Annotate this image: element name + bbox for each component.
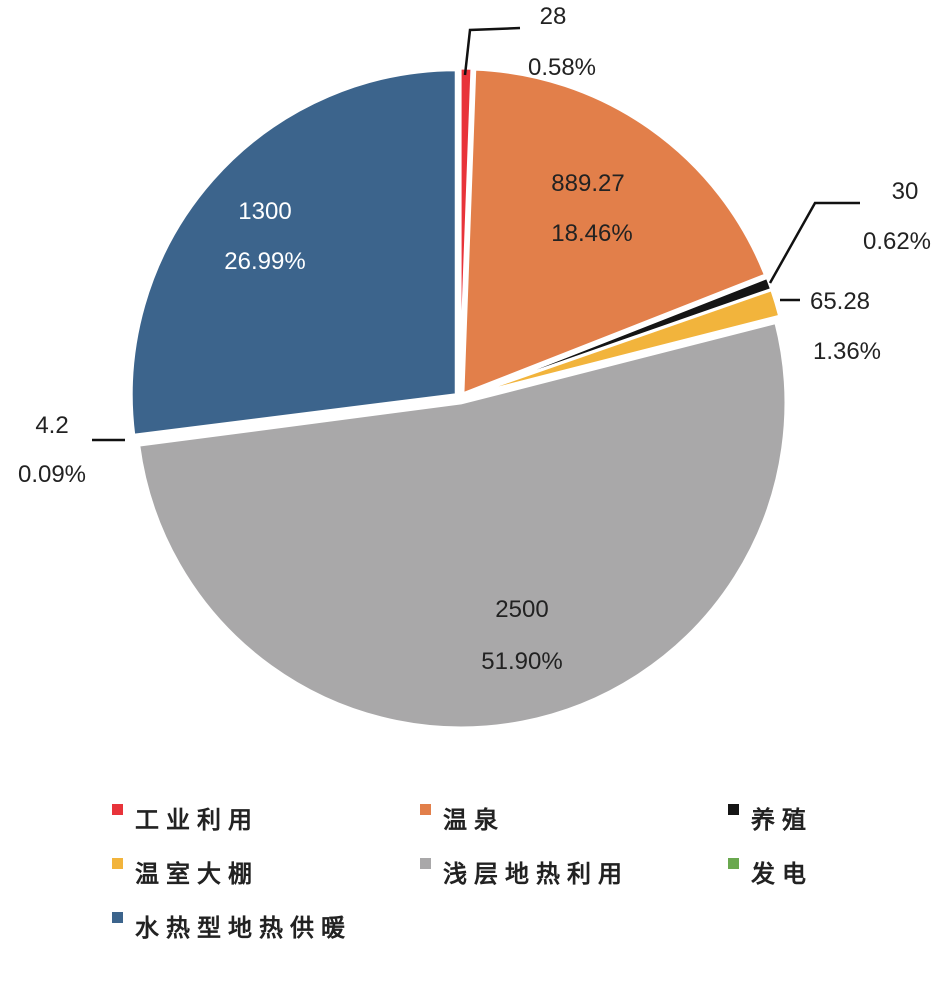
value-label: 28 [540,3,567,30]
legend-swatch [112,858,123,869]
leader-line [768,201,860,284]
legend-label: 水热型地热供暖 [135,915,352,942]
pie-slice-3 [464,287,782,399]
percent-label: 0.09% [18,461,86,488]
legend-swatch [112,804,123,815]
percent-label: 0.58% [528,54,596,81]
legend-label: 养殖 [751,807,813,834]
pie-chart: 28 0.58% 889.27 18.46% 30 0.62% 65.28 1.36% 2500… [18,3,931,730]
legend-item-industrial: 工业利用 [112,800,259,835]
value-label: 4.2 [35,412,68,439]
pie-slice-4 [137,320,788,730]
value-label: 30 [892,178,919,205]
value-label: 2500 [495,596,548,623]
legend-swatch [420,804,431,815]
percent-label: 1.36% [813,338,881,365]
legend-item-shallow-geothermal: 浅层地热利用 [420,854,629,889]
legend-item-hydrothermal-heating: 水热型地热供暖 [112,908,352,943]
legend-label: 温泉 [443,807,505,834]
percent-label: 18.46% [551,220,632,247]
legend-item-power: 发电 [728,854,813,889]
value-label: 65.28 [810,288,870,315]
value-label: 889.27 [551,170,624,197]
percent-label: 51.90% [481,648,562,675]
legend-label: 温室大棚 [135,861,259,888]
pie-slice-6 [129,68,458,437]
legend-item-aquaculture: 养殖 [728,800,813,835]
leader-line [463,26,521,76]
legend-label: 工业利用 [135,807,259,834]
legend-swatch [728,858,739,869]
percent-label: 0.62% [863,228,931,255]
legend-swatch [420,858,431,869]
legend-label: 发电 [751,861,813,888]
legend-item-greenhouse: 温室大棚 [112,854,259,889]
legend-swatch [112,912,123,923]
legend-label: 浅层地热利用 [443,861,629,888]
pie-slice-1 [461,67,768,397]
value-label: 1300 [238,198,291,225]
legend-swatch [728,804,739,815]
legend-item-hot-spring: 温泉 [420,800,505,835]
percent-label: 26.99% [224,248,305,275]
pie-slice-5 [130,397,456,443]
